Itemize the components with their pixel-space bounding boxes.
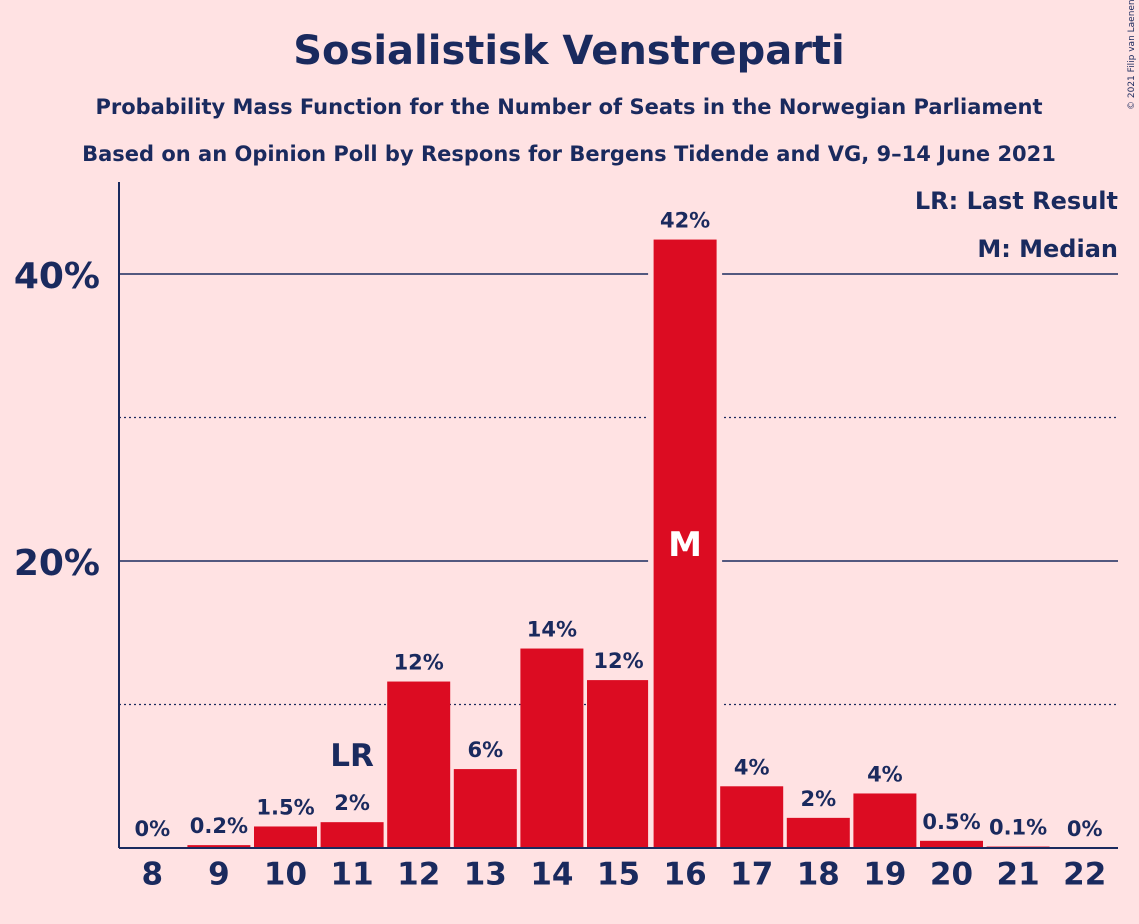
bar-10 (254, 826, 317, 848)
grid (119, 273, 1118, 706)
data-label-15: 12% (593, 649, 643, 673)
data-label-11: 2% (334, 791, 370, 815)
x-tick-label-12: 12 (397, 857, 440, 893)
bar-13 (453, 769, 517, 848)
legend-last-result: LR: Last Result (915, 187, 1118, 215)
x-tick-label-22: 22 (1063, 857, 1106, 893)
x-tick-label-9: 9 (208, 857, 230, 893)
data-label-12: 12% (394, 651, 444, 675)
x-tick-label-8: 8 (142, 857, 164, 893)
bar-17 (720, 786, 784, 848)
bar-11 (320, 822, 384, 848)
data-label-22: 0% (1067, 817, 1103, 841)
data-label-14: 14% (527, 618, 577, 642)
chart-subtitle-1: Probability Mass Function for the Number… (95, 95, 1042, 119)
bar-18 (786, 817, 850, 848)
data-label-17: 4% (734, 755, 770, 779)
data-label-20: 0.5% (922, 810, 980, 834)
last-result-marker: LR (330, 738, 374, 774)
median-marker: M (668, 525, 702, 565)
data-label-13: 6% (467, 738, 503, 762)
legend-median: M: Median (977, 235, 1118, 263)
chart-subtitle-2: Based on an Opinion Poll by Respons for … (82, 142, 1056, 166)
x-tick-label-19: 19 (863, 857, 906, 893)
x-tick-label-10: 10 (264, 857, 307, 893)
x-tick-label-18: 18 (797, 857, 840, 893)
copyright-text: © 2021 Filip van Laenen (1127, 0, 1137, 110)
chart-title: Sosialistisk Venstreparti (293, 28, 845, 74)
x-tick-label-17: 17 (730, 857, 773, 893)
data-label-18: 2% (800, 787, 836, 811)
x-tick-label-20: 20 (930, 857, 973, 893)
bar-9 (187, 845, 251, 848)
data-label-10: 1.5% (256, 795, 314, 819)
bar-15 (587, 680, 650, 848)
y-tick-label: 20% (14, 543, 100, 584)
x-tick-label-13: 13 (464, 857, 507, 893)
data-label-19: 4% (867, 762, 903, 786)
x-tick-label-21: 21 (997, 857, 1040, 893)
bar-20 (920, 840, 983, 848)
x-tick-label-14: 14 (530, 857, 573, 893)
data-label-21: 0.1% (989, 816, 1047, 840)
data-label-9: 0.2% (190, 814, 248, 838)
bar-16 (653, 239, 717, 848)
y-tick-label: 40% (14, 256, 100, 297)
data-label-8: 0% (134, 817, 170, 841)
x-tick-label-11: 11 (331, 857, 374, 893)
bar-14 (520, 648, 584, 848)
axes: 20% 40% 8 9 10 11 12 13 14 15 16 17 18 19 20 21 22 (14, 182, 1118, 893)
x-tick-label-16: 16 (664, 857, 707, 893)
bar-19 (853, 793, 917, 848)
x-tick-label-15: 15 (597, 857, 640, 893)
bar-12 (387, 681, 451, 848)
bars: 0% 0.2% 1.5% 2% LR 12% 6% 14% 12% 42% M 4% 2% 4% 0.5% 0… (134, 203, 1103, 848)
data-label-16: 42% (660, 209, 710, 233)
